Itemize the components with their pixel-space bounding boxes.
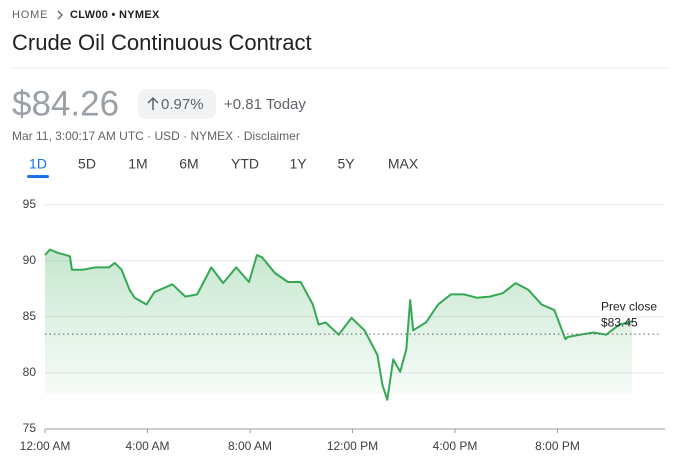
x-tick-label: 8:00 PM <box>535 439 580 453</box>
quote-meta: Mar 11, 3:00:17 AM UTC · USD · NYMEX · D… <box>12 129 300 143</box>
price-line <box>44 248 633 401</box>
x-tick-label: 4:00 PM <box>433 439 478 453</box>
x-tick-label: 8:00 AM <box>228 439 272 453</box>
change-today: +0.81 Today <box>224 96 306 113</box>
range-tabs: 1D 5D 1M 6M YTD 1Y 5Y MAX <box>27 156 419 178</box>
range-tab[interactable]: 5Y <box>337 156 355 172</box>
prev-close-value: $83.45 <box>601 315 638 329</box>
change-percent: 0.97% <box>161 96 204 113</box>
x-tick-label: 4:00 AM <box>125 439 169 453</box>
range-tab[interactable]: 1M <box>128 156 147 172</box>
y-tick-label: 85 <box>23 309 37 323</box>
range-tab[interactable]: 1D <box>29 156 47 172</box>
price: $84.26 <box>12 84 119 123</box>
range-tab[interactable]: 1Y <box>289 156 307 172</box>
y-tick-label: 90 <box>23 253 37 267</box>
breadcrumb-home[interactable]: HOME <box>12 9 48 21</box>
up-arrow <box>147 96 159 110</box>
breadcrumb-chevron <box>57 10 63 20</box>
active-tab-underline <box>27 175 49 178</box>
y-tick-label: 75 <box>23 421 37 435</box>
price-chart: 75 80 85 90 95 12:00 AM 4:00 AM 8:00 AM 12:00 PM… <box>20 197 665 453</box>
y-tick-label: 95 <box>23 197 37 211</box>
prev-close-label: Prev close <box>601 299 657 313</box>
x-tick-label: 12:00 PM <box>327 439 378 453</box>
range-tab[interactable]: 6M <box>179 156 198 172</box>
breadcrumb-ticker: CLW00 • NYMEX <box>70 9 160 21</box>
y-tick-label: 80 <box>23 365 37 379</box>
range-tab[interactable]: MAX <box>388 156 419 172</box>
x-tick-label: 12:00 AM <box>20 439 71 453</box>
range-tab[interactable]: YTD <box>231 156 259 172</box>
page-title: Crude Oil Continuous Contract <box>12 30 312 55</box>
change-badge <box>138 89 216 119</box>
range-tab[interactable]: 5D <box>78 156 96 172</box>
area-fill <box>45 249 633 400</box>
